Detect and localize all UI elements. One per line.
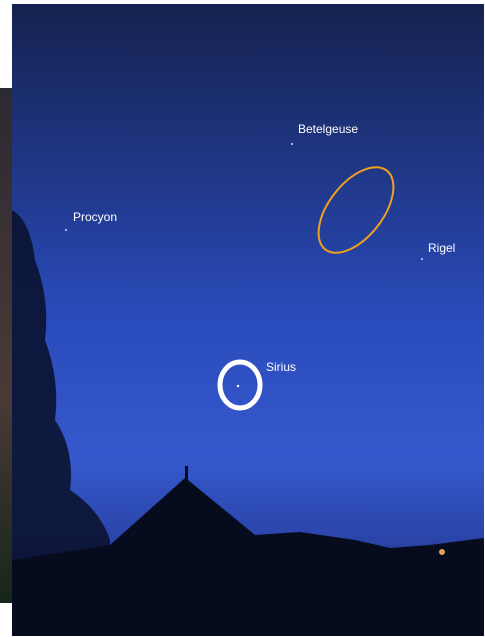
photo: Betelgeuse Procyon Rigel Sirius xyxy=(0,0,485,637)
star xyxy=(237,385,239,387)
star-label: Sirius xyxy=(266,360,296,374)
star xyxy=(421,258,423,260)
star xyxy=(291,143,293,145)
star xyxy=(65,229,67,231)
star-label: Procyon xyxy=(73,210,117,224)
background-photo xyxy=(0,88,14,603)
light xyxy=(439,549,445,555)
page: Betelgeuse Procyon Rigel Sirius (() => {… xyxy=(0,0,485,637)
star-label: Betelgeuse xyxy=(298,122,358,136)
star-label: Rigel xyxy=(428,241,455,255)
